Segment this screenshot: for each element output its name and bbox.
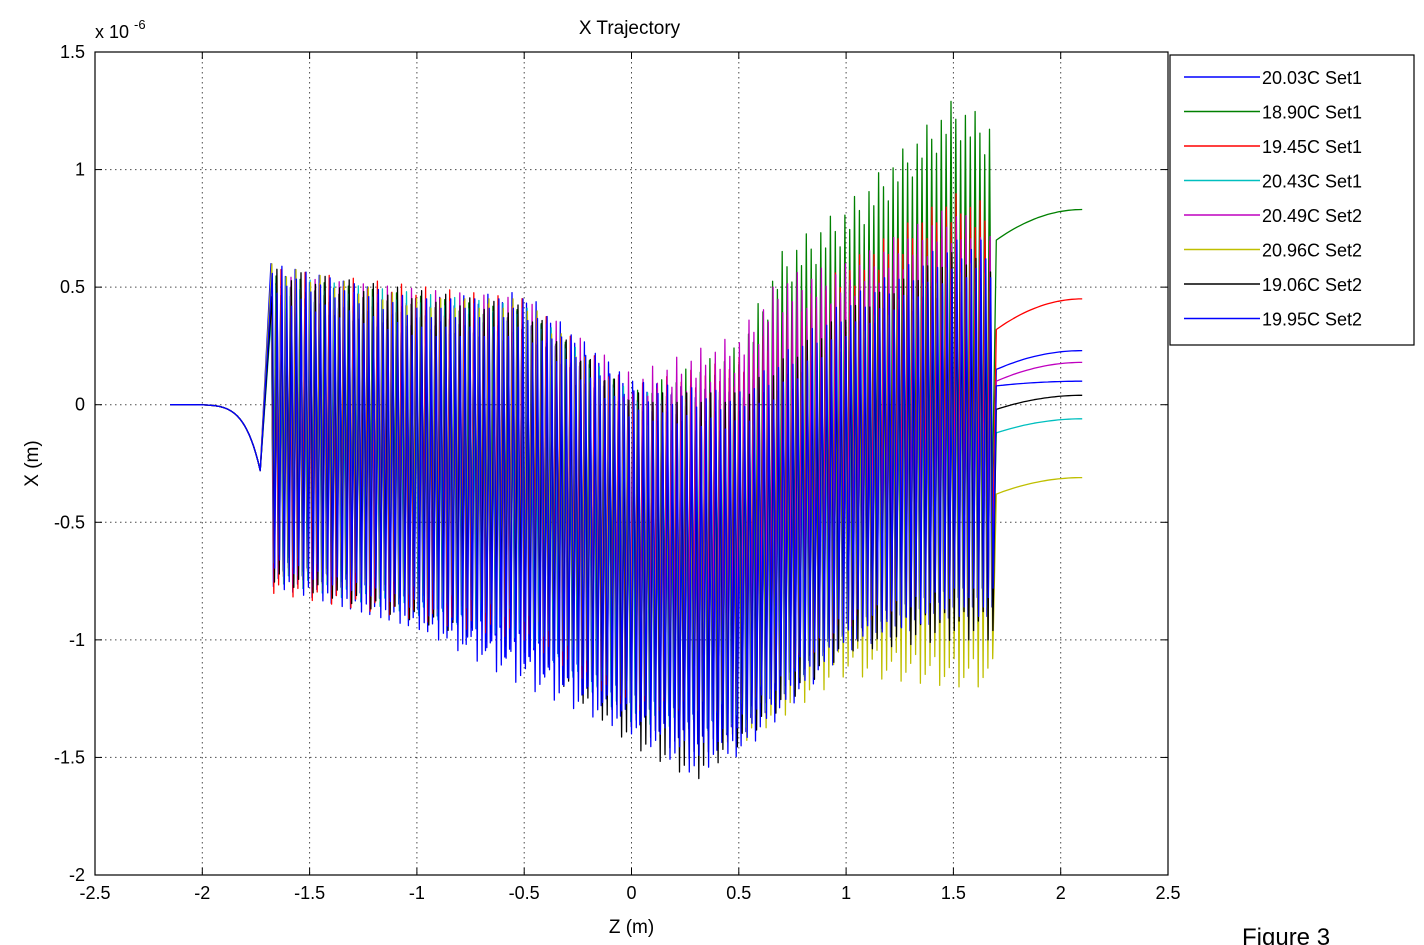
chart-title: X Trajectory [579, 18, 681, 39]
y-tick-label: -0.5 [54, 512, 85, 532]
figure-caption: Figure 3 [1242, 924, 1331, 945]
legend-label-2: 18.90C Set1 [1262, 103, 1362, 123]
legend-label-4: 20.43C Set1 [1262, 172, 1362, 192]
x-tick-label: 0.5 [726, 883, 751, 903]
x-axis-label: Z (m) [609, 917, 654, 938]
y-tick-label: 1 [75, 160, 85, 180]
legend-label-5: 20.49C Set2 [1262, 206, 1362, 226]
y-tick-label: 0 [75, 395, 85, 415]
x-tick-label: 1 [841, 883, 851, 903]
legend: 20.03C Set1 18.90C Set1 19.45C Set1 20.43C … [1169, 54, 1415, 346]
legend-label-3: 19.45C Set1 [1262, 137, 1362, 157]
legend-label-7: 19.06C Set2 [1262, 275, 1362, 295]
x-tick-label: -1.5 [294, 883, 325, 903]
legend-box [1169, 54, 1415, 346]
y-multiplier-base: x 10 [95, 22, 129, 42]
legend-label-1: 20.03C Set1 [1262, 68, 1362, 88]
series-layer [170, 100, 1083, 780]
y-tick-label: -1.5 [54, 747, 85, 767]
x-tick-label: 0 [626, 883, 636, 903]
y-multiplier-exponent: -6 [134, 17, 146, 32]
y-axis-label: X (m) [22, 440, 43, 486]
x-tick-label: 2 [1056, 883, 1066, 903]
legend-label-8: 19.95C Set2 [1262, 310, 1362, 330]
y-multiplier: x 10 -6 [95, 17, 146, 42]
x-tick-label: -2.5 [79, 883, 110, 903]
y-tick-label: 1.5 [60, 42, 85, 62]
series-line-8 [170, 239, 1083, 773]
y-tick-label: -2 [69, 865, 85, 885]
x-tick-label: -0.5 [509, 883, 540, 903]
y-tick-label: 0.5 [60, 277, 85, 297]
x-tick-label: -2 [194, 883, 210, 903]
ticks: -2.5 -2 -1.5 -1 -0.5 0 0.5 1 1.5 2 2.5-2-1.5-1-0.5… [54, 42, 1181, 903]
legend-label-6: 20.96C Set2 [1262, 241, 1362, 261]
x-tick-label: -1 [409, 883, 425, 903]
x-tick-label: 1.5 [941, 883, 966, 903]
x-tick-label: 2.5 [1155, 883, 1180, 903]
y-tick-label: -1 [69, 630, 85, 650]
